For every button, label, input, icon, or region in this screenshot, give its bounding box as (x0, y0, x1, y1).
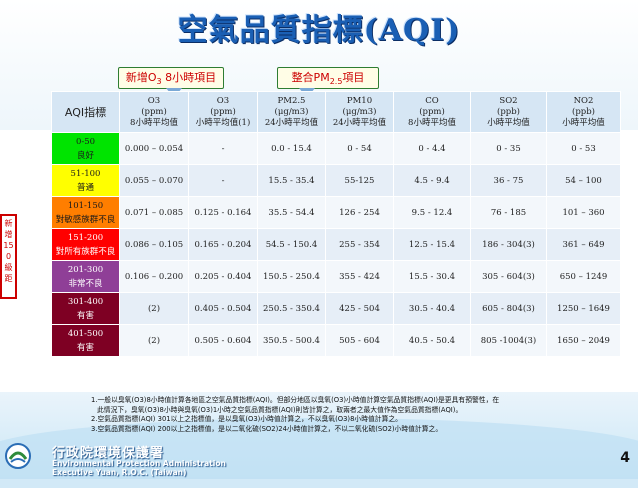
table-cell: 4.5 - 9.4 (393, 164, 471, 197)
table-row: 401-500 有害 (2) 0.505 - 0.604 350.5 - 500.4 50… (51, 324, 621, 357)
table-header-row: AQI指標 O3 (ppm) 8小時平均值 O3 (ppm) 小時平均值(1) PM2.5 (μ… (51, 91, 621, 133)
table-cell: 605 - 804(3) (470, 292, 547, 325)
table-cell: 0.165 - 0.204 (188, 228, 258, 261)
table-cell: 126 - 254 (325, 196, 394, 229)
page-title: 空氣品質指標(AQI) (177, 13, 461, 48)
table-cell: 0.405 - 0.504 (188, 292, 258, 325)
table-cell: 805 -1004(3) (470, 324, 547, 357)
header-pollutant: PM2.5 (μg/m3) 24小時平均值 (257, 91, 326, 133)
aqi-level-cell: 151-200 對所有族群不良 (51, 228, 120, 261)
table-cell: 255 - 354 (325, 228, 394, 261)
table-cell: - (188, 132, 258, 165)
table-cell: 15.5 - 30.4 (393, 260, 471, 293)
epa-logo-icon (5, 443, 31, 469)
header-pollutant: O3 (ppm) 小時平均值(1) (188, 91, 258, 133)
table-row: 151-200 對所有族群不良 0.086 – 0.105 0.165 - 0.204… (51, 228, 621, 261)
aqi-level-cell: 0-50 良好 (51, 132, 120, 165)
table-cell: 0.071 – 0.085 (119, 196, 189, 229)
table-cell: (2) (119, 324, 189, 357)
header-pollutant: NO2 (ppb) 小時平均值 (546, 91, 621, 133)
page-number: 4 (620, 450, 630, 466)
table-body: 0-50 良好 0.000 – 0.054-0.0 - 15.4 0 - 54 0 - … (51, 132, 621, 357)
footnote: 1.一般以臭氧(O3)8小時值計算各地區之空氣品質指標(AQI)。但部分地區以臭… (91, 396, 500, 404)
table-cell: 9.5 - 12.4 (393, 196, 471, 229)
table-row: 101-150 對敏感族群不良 0.071 – 0.085 0.125 - 0.164… (51, 196, 621, 229)
footnote: 此情況下，臭氧(O3)8小時與臭氧(O3)1小時之空氣品質指標(AQI)則皆計算… (97, 405, 463, 414)
table-cell: 0.055 – 0.070 (119, 164, 189, 197)
table-cell: 54.5 - 150.4 (257, 228, 326, 261)
table-cell: 0 - 54 (325, 132, 394, 165)
callout-pm25: 整合PM2.5項目 (277, 67, 379, 89)
table-cell: 12.5 - 15.4 (393, 228, 471, 261)
header-pollutant: SO2 (ppb) 小時平均值 (470, 91, 547, 133)
table-cell: 1250 – 1649 (546, 292, 621, 325)
org-name-english-2: Executive Yuan, R.O.C. (Taiwan) (52, 468, 187, 477)
table-cell: 1650 – 2049 (546, 324, 621, 357)
table-cell: 361 – 649 (546, 228, 621, 261)
aqi-level-cell: 201-300 非常不良 (51, 260, 120, 293)
footnote: 3.空氣品質指標(AQI) 200以上之指標值，是以二氧化硫(SO2)24小時值… (91, 424, 443, 433)
table-row: 51-100 普通 0.055 – 0.070-15.5 - 35.4 55-125 4… (51, 164, 621, 197)
aqi-level-cell: 101-150 對敏感族群不良 (51, 196, 120, 229)
table-cell: 350.5 - 500.4 (257, 324, 326, 357)
table-cell: 250.5 - 350.4 (257, 292, 326, 325)
table-cell: 0 - 4.4 (393, 132, 471, 165)
table-cell: 305 - 604(3) (470, 260, 547, 293)
table-cell: 186 - 304(3) (470, 228, 547, 261)
aqi-table: AQI指標 O3 (ppm) 8小時平均值 O3 (ppm) 小時平均值(1) PM2.5 (μ… (51, 91, 621, 357)
table-cell: - (188, 164, 258, 197)
aqi-level-cell: 301-400 有害 (51, 292, 120, 325)
table-cell: 55-125 (325, 164, 394, 197)
org-name-english: Environmental Protection Administration (52, 459, 226, 468)
table-cell: 0.086 – 0.105 (119, 228, 189, 261)
table-row: 0-50 良好 0.000 – 0.054-0.0 - 15.4 0 - 54 0 - … (51, 132, 621, 165)
table-cell: 650 – 1249 (546, 260, 621, 293)
table-cell: 76 - 185 (470, 196, 547, 229)
callout-o3-8hr: 新增O3 8小時項目 (118, 67, 224, 89)
header-aqi-indicator: AQI指標 (51, 91, 120, 133)
table-row: 301-400 有害 (2) 0.405 - 0.504 250.5 - 350.4 42… (51, 292, 621, 325)
header-pollutant: CO (ppm) 8小時平均值 (393, 91, 471, 133)
footnote: 2.空氣品質指標(AQI) 301以上之指標值，是以臭氧(O3)小時值計算之，不… (91, 415, 402, 423)
table-cell: 30.5 - 40.4 (393, 292, 471, 325)
table-cell: 0 - 35 (470, 132, 547, 165)
org-name-chinese: 行政院環境保護署 (52, 446, 165, 461)
table-cell: 101 – 360 (546, 196, 621, 229)
table-cell: 0.106 – 0.200 (119, 260, 189, 293)
aqi-level-cell: 51-100 普通 (51, 164, 120, 197)
table-cell: 505 - 604 (325, 324, 394, 357)
table-cell: 0.125 - 0.164 (188, 196, 258, 229)
table-cell: 0.000 – 0.054 (119, 132, 189, 165)
new-150-range-label: 新增150級距 (0, 214, 17, 299)
table-cell: 15.5 - 35.4 (257, 164, 326, 197)
aqi-level-cell: 401-500 有害 (51, 324, 120, 357)
table-row: 201-300 非常不良 0.106 – 0.200 0.205 - 0.404 150… (51, 260, 621, 293)
header-pollutant: O3 (ppm) 8小時平均值 (119, 91, 189, 133)
header-pollutant: PM10 (μg/m3) 24小時平均值 (325, 91, 394, 133)
table-cell: (2) (119, 292, 189, 325)
table-cell: 0.505 - 0.604 (188, 324, 258, 357)
table-cell: 355 - 424 (325, 260, 394, 293)
table-cell: 150.5 - 250.4 (257, 260, 326, 293)
table-cell: 35.5 - 54.4 (257, 196, 326, 229)
table-cell: 425 - 504 (325, 292, 394, 325)
table-cell: 0 - 53 (546, 132, 621, 165)
table-cell: 40.5 - 50.4 (393, 324, 471, 357)
footer-wave (0, 418, 638, 488)
table-cell: 0.0 - 15.4 (257, 132, 326, 165)
table-cell: 54 – 100 (546, 164, 621, 197)
table-cell: 36 - 75 (470, 164, 547, 197)
footnotes: 1.一般以臭氧(O3)8小時值計算各地區之空氣品質指標(AQI)。但部分地區以臭… (91, 396, 611, 434)
table-cell: 0.205 - 0.404 (188, 260, 258, 293)
